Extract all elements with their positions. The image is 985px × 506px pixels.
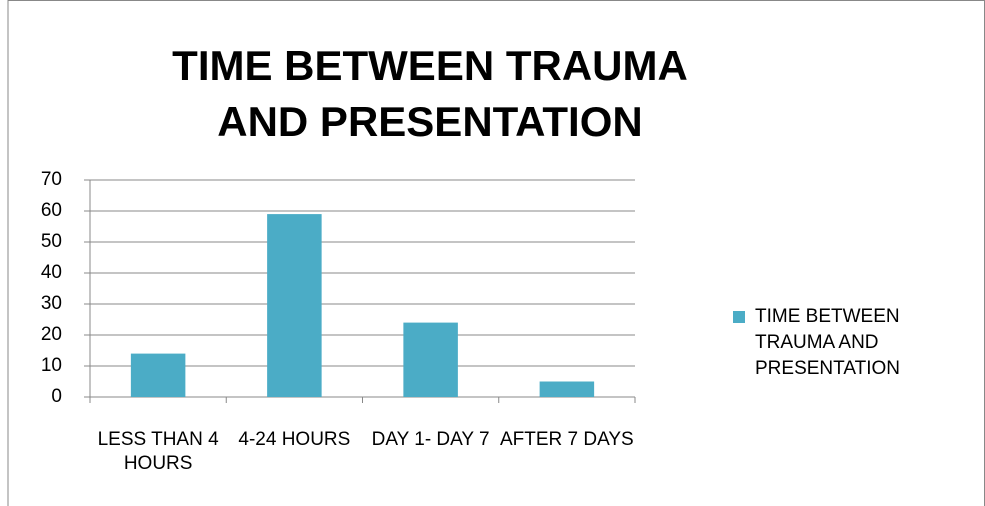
y-tick-label: 60 xyxy=(41,200,62,221)
legend-label: TIME BETWEEN TRAUMA AND PRESENTATION xyxy=(755,306,900,379)
y-tick-label: 30 xyxy=(41,293,62,314)
bar xyxy=(539,381,595,397)
chart-title: TIME BETWEEN TRAUMA AND PRESENTATION xyxy=(172,42,688,145)
x-tick-label: DAY 1- DAY 7 xyxy=(371,429,490,450)
bar xyxy=(130,353,186,397)
x-tick-label: 4-24 HOURS xyxy=(238,429,351,450)
bar xyxy=(403,322,458,397)
y-tick-label: 40 xyxy=(41,262,62,283)
bar xyxy=(267,214,322,397)
x-tick-label: LESS THAN 4 HOURS xyxy=(97,429,219,474)
y-tick-label: 20 xyxy=(41,324,62,345)
legend-swatch xyxy=(733,311,745,323)
y-tick-label: 50 xyxy=(41,231,62,252)
y-tick-label: 10 xyxy=(41,355,62,376)
y-tick-label: 70 xyxy=(41,169,62,190)
x-tick-label: AFTER 7 DAYS xyxy=(500,429,634,450)
y-tick-label: 0 xyxy=(51,386,62,407)
